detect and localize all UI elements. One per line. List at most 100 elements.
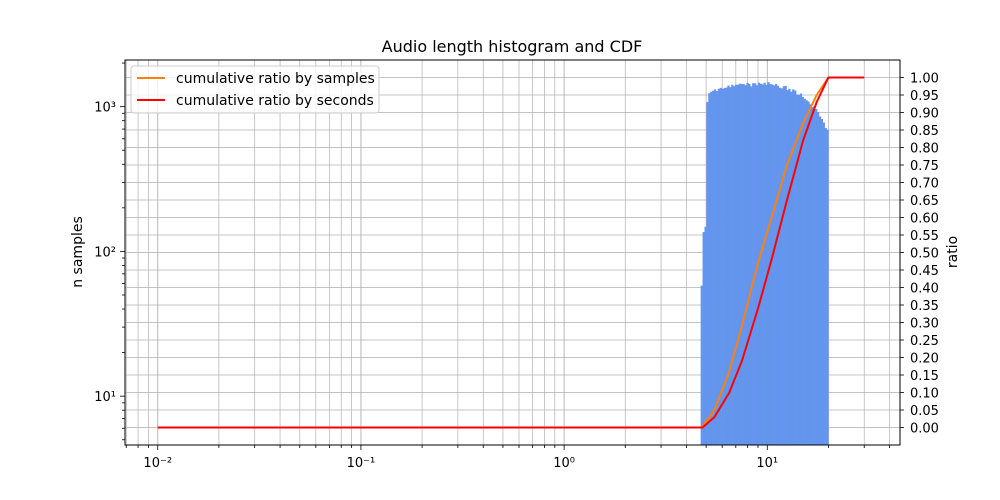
histogram-bar (757, 82, 761, 445)
cdf-line-samples (157, 76, 865, 429)
y-right-tick-label: 0.40 (910, 282, 939, 297)
histogram-bar (811, 107, 814, 446)
y-left-tick-label: 10² (94, 245, 116, 260)
histogram-bar (805, 100, 808, 445)
y-right-tick-label: 0.85 (910, 124, 939, 139)
histogram-bar (771, 84, 774, 445)
histogram-bar (815, 109, 818, 445)
y-right-tick-label: 0.95 (910, 89, 939, 104)
histogram-bar (826, 130, 829, 445)
y-right-tick-label: 0.55 (910, 229, 939, 244)
legend: cumulative ratio by samples cumulative r… (130, 65, 380, 114)
y-right-tick-label: 0.00 (910, 422, 939, 437)
y-right-tick-label: 0.30 (910, 317, 939, 332)
histogram-bar (807, 101, 810, 445)
histogram-bar (786, 90, 789, 445)
histogram-bar (700, 285, 703, 445)
y-right-tick-label: 0.35 (910, 299, 939, 314)
histogram-bar (803, 98, 806, 446)
histogram-bar (740, 83, 743, 445)
histogram-bar (761, 84, 764, 445)
y-right-tick-label: 0.60 (910, 212, 939, 227)
histogram-bar (773, 85, 776, 445)
histogram-bar (725, 87, 728, 445)
cdf-line-seconds (157, 76, 865, 429)
histogram-bars (700, 82, 829, 446)
histogram-bar (799, 93, 803, 445)
histogram-bar (797, 94, 801, 445)
histogram-bar (818, 116, 822, 445)
y-right-tick-label: 0.80 (910, 142, 939, 157)
histogram-bar (702, 232, 705, 445)
histogram-bar (794, 90, 797, 446)
chart-title: Audio length histogram and CDF (382, 37, 643, 56)
histogram-bar (733, 86, 736, 445)
histogram-bar (723, 88, 726, 445)
y-right-tick-label: 0.75 (910, 159, 939, 174)
histogram-bar (717, 88, 721, 445)
histogram-bar (817, 111, 820, 445)
histogram-bar (708, 93, 711, 445)
y-right-tick-label: 0.45 (910, 264, 939, 279)
x-tick-label: 10⁻¹ (347, 456, 376, 471)
histogram-bar (738, 83, 742, 445)
histogram-bar (765, 84, 768, 446)
histogram-bar (776, 85, 780, 446)
legend-box (130, 65, 380, 114)
histogram-bar (704, 226, 707, 445)
histogram-bar (790, 91, 793, 445)
y-right-axis-title: ratio (945, 236, 961, 268)
histogram-bar (775, 83, 778, 445)
histogram-bar (788, 88, 791, 445)
y-right-tick-label: 0.05 (910, 404, 939, 419)
histogram-bar (712, 90, 715, 446)
histogram-bar (715, 91, 719, 446)
y-right-tick-label: 0.65 (910, 194, 939, 209)
y-left-tick-label: 10³ (94, 101, 116, 116)
histogram-bar (742, 84, 745, 446)
y-right-tick-label: 1.00 (910, 72, 939, 87)
y-right-tick-label: 0.20 (910, 352, 939, 367)
histogram-bar (767, 82, 770, 445)
histogram-bar (824, 128, 827, 445)
histogram-bar (780, 88, 783, 445)
histogram-bar (784, 85, 787, 445)
y-right-tick-label: 0.70 (910, 177, 939, 192)
cdf-lines (157, 76, 865, 429)
histogram-bar (736, 84, 740, 445)
y-left-axis-title: n samples (70, 216, 86, 288)
histogram-bar (801, 96, 804, 446)
y-right-tick-label: 0.15 (910, 369, 939, 384)
histogram-bar (721, 88, 724, 445)
histogram-bar (744, 85, 747, 445)
histogram-bar (750, 86, 753, 445)
y-left-tick-label: 10¹ (94, 390, 116, 405)
histogram-bar (796, 94, 799, 446)
histogram-bar (706, 102, 709, 446)
x-tick-label: 10¹ (756, 456, 778, 471)
histogram-bar (754, 83, 757, 445)
histogram-bar (714, 89, 717, 446)
y-right-axis: 0.00 0.05 0.10 0.15 0.20 0.25 0.30 0.35 0.40 0.45… (900, 72, 939, 437)
y-right-tick-label: 0.10 (910, 387, 939, 402)
histogram-bar (731, 84, 734, 446)
histogram-bar (710, 91, 713, 446)
x-axis: 10⁻² 10⁻¹ 10⁰ 10¹ (125, 445, 891, 471)
x-tick-label: 10⁰ (553, 456, 575, 471)
histogram-bar (748, 83, 751, 445)
histogram-bar (820, 118, 824, 445)
legend-label-seconds: cumulative ratio by seconds (176, 93, 374, 109)
histogram-bar (719, 87, 722, 446)
histogram-bar (759, 83, 762, 446)
y-right-tick-label: 0.90 (910, 107, 939, 122)
histogram-bar (763, 82, 766, 445)
histogram-bar (752, 83, 755, 445)
histogram-bar (746, 82, 749, 446)
histogram-bar (727, 85, 730, 445)
y-right-tick-label: 0.50 (910, 247, 939, 262)
histogram-bar (813, 106, 816, 445)
histogram-bar (778, 87, 782, 445)
histogram-bar (782, 86, 785, 446)
x-tick-label: 10⁻² (143, 456, 172, 471)
